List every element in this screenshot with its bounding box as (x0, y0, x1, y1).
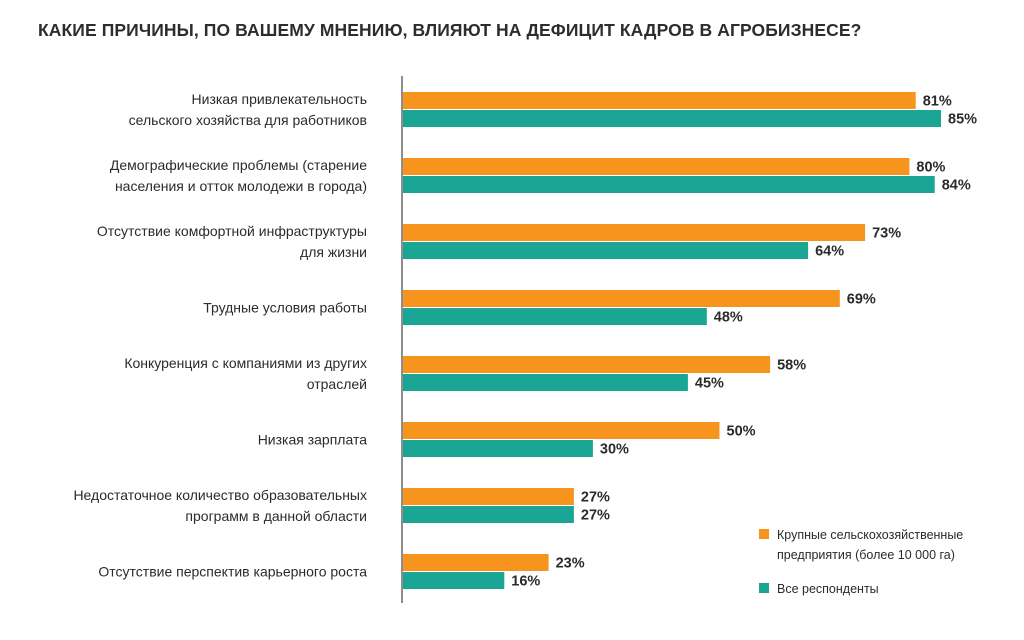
chart-title: КАКИЕ ПРИЧИНЫ, ПО ВАШЕМУ МНЕНИЮ, ВЛИЯЮТ … (38, 20, 862, 40)
category-label: Демографические проблемы (старение населе… (110, 157, 367, 194)
legend-swatch (759, 583, 769, 593)
bar-large-enterprises (403, 422, 720, 439)
value-label: 81% (923, 94, 952, 110)
value-label: 27% (581, 490, 610, 506)
value-label: 84% (942, 178, 971, 194)
bar-all-respondents (403, 440, 593, 457)
value-label: 85% (948, 112, 977, 128)
value-label: 45% (695, 376, 724, 392)
bar-all-respondents (403, 110, 941, 127)
category-label-line: Конкуренция с компаниями из других (124, 355, 367, 371)
category-label: Недостаточное количество образовательных… (73, 487, 367, 524)
bar-all-respondents (403, 242, 809, 259)
legend-swatch (759, 529, 769, 539)
category-label: Низкая зарплата (258, 432, 368, 448)
value-label: 50% (727, 424, 756, 440)
value-label: 48% (714, 310, 743, 326)
category-label-line: Низкая привлекательность (192, 91, 367, 107)
category-label: Отсутствие перспектив карьерного роста (98, 564, 367, 580)
value-label: 58% (777, 358, 806, 374)
bar-large-enterprises (403, 92, 916, 109)
category-label-line: сельского хозяйства для работников (129, 112, 367, 128)
category-label: Конкуренция с компаниями из других отрасл… (124, 355, 367, 392)
value-label: 73% (872, 226, 901, 242)
bar-all-respondents (403, 374, 688, 391)
category-label-line: для жизни (300, 244, 367, 260)
category-label-line: Трудные условия работы (203, 300, 367, 316)
value-label: 23% (556, 556, 585, 572)
bar-large-enterprises (403, 158, 910, 175)
category-label: Отсутствие комфортной инфраструктуры для … (97, 223, 367, 260)
bar-large-enterprises (403, 290, 840, 307)
legend-label: Крупные сельскохозяйственные (777, 528, 963, 542)
legend-label: Все респонденты (777, 582, 879, 596)
bar-large-enterprises (403, 488, 574, 505)
category-label-line: Демографические проблемы (старение (110, 157, 367, 173)
category-label-line: программ в данной области (185, 508, 367, 524)
category-label-line: Низкая зарплата (258, 432, 368, 448)
legend-label: предприятия (более 10 000 га) (777, 548, 955, 562)
value-label: 30% (600, 442, 629, 458)
bar-large-enterprises (403, 356, 771, 373)
value-label: 80% (916, 160, 945, 176)
bar-large-enterprises (403, 554, 549, 571)
value-label: 16% (511, 574, 540, 590)
value-label: 64% (815, 244, 844, 260)
category-label-line: Недостаточное количество образовательных (73, 487, 367, 503)
category-label: Трудные условия работы (203, 300, 367, 316)
category-label: Низкая привлекательность сельского хозяйс… (129, 91, 367, 128)
category-label-line: отраслей (307, 376, 367, 392)
value-label: 27% (581, 508, 610, 524)
category-label-line: Отсутствие перспектив карьерного роста (98, 564, 367, 580)
bar-large-enterprises (403, 224, 866, 241)
bar-all-respondents (403, 506, 574, 523)
category-label-line: Отсутствие комфортной инфраструктуры (97, 223, 367, 239)
value-label: 69% (847, 292, 876, 308)
category-label-line: населения и отток молодежи в города) (115, 178, 367, 194)
bar-all-respondents (403, 572, 505, 589)
bar-all-respondents (403, 176, 935, 193)
bar-all-respondents (403, 308, 707, 325)
